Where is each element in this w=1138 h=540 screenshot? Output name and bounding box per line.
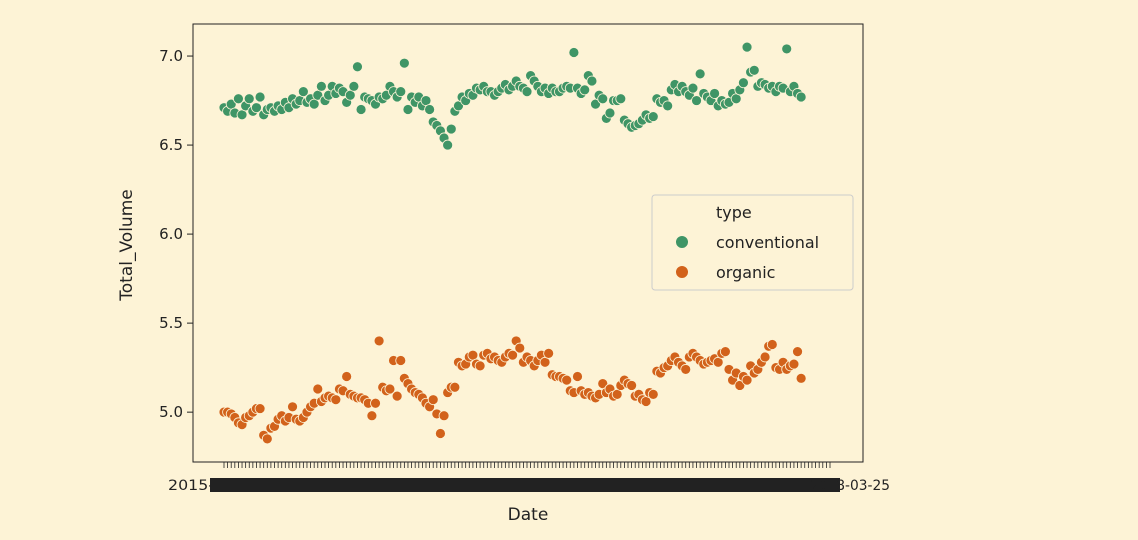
point-organic (788, 358, 800, 370)
y-tick-label: 6.0 (159, 225, 183, 243)
point-conventional (579, 84, 591, 96)
point-conventional (741, 41, 753, 53)
point-organic (373, 335, 385, 347)
y-tick-label: 6.5 (159, 136, 183, 154)
point-conventional (694, 68, 706, 80)
point-organic (572, 371, 583, 382)
point-organic (611, 388, 623, 400)
point-conventional (424, 104, 436, 115)
point-conventional (308, 98, 320, 110)
point-organic (427, 394, 439, 406)
point-conventional (781, 43, 793, 55)
y-axis-label: Total_Volume (117, 189, 137, 301)
point-conventional (236, 109, 248, 121)
point-conventional (442, 139, 454, 151)
point-organic (341, 371, 353, 382)
point-organic (719, 346, 731, 358)
legend-label-conventional: conventional (716, 233, 819, 252)
point-conventional (420, 95, 432, 106)
point-organic (384, 383, 396, 395)
point-organic (254, 403, 266, 414)
point-conventional (251, 102, 262, 114)
x-tick-label-clutter: 2015-01-04 2018-03-25 (168, 478, 890, 494)
point-conventional (687, 82, 699, 94)
legend-title: type (716, 203, 752, 222)
point-conventional (398, 57, 410, 69)
point-conventional (662, 100, 674, 112)
x-tick-label-last: 2018-03-25 (810, 478, 890, 494)
point-organic (507, 349, 518, 361)
point-conventional (738, 77, 749, 89)
y-axis-ticks: 5.0 5.5 6.0 6.5 7.0 (159, 47, 193, 421)
point-organic (543, 347, 555, 359)
y-tick-label: 5.0 (159, 403, 183, 421)
point-organic (626, 380, 638, 391)
point-conventional (615, 93, 627, 105)
point-conventional (254, 91, 266, 103)
y-tick-label: 5.5 (159, 314, 183, 332)
point-conventional (315, 80, 327, 92)
x-axis-ticks (223, 462, 831, 468)
point-organic (561, 374, 573, 386)
point-conventional (344, 89, 356, 101)
x-tick-label-overlap (210, 478, 840, 492)
point-organic (741, 374, 753, 386)
point-organic (330, 394, 342, 406)
point-organic (449, 381, 461, 393)
point-conventional (395, 86, 407, 98)
point-organic (474, 360, 486, 372)
point-conventional (568, 47, 580, 58)
point-organic (514, 342, 526, 354)
point-conventional (521, 86, 533, 98)
point-conventional (586, 75, 598, 87)
point-conventional (352, 61, 363, 73)
point-organic (539, 356, 551, 368)
point-organic (312, 383, 324, 395)
point-organic (370, 397, 381, 409)
point-organic (391, 390, 403, 402)
y-tick-label: 7.0 (159, 47, 183, 65)
legend-marker-conventional (675, 235, 689, 249)
point-conventional (795, 91, 807, 103)
point-organic (395, 355, 407, 366)
legend-marker-organic (675, 265, 689, 279)
point-conventional (597, 93, 609, 105)
point-conventional (748, 64, 760, 76)
point-organic (467, 349, 479, 361)
point-conventional (709, 88, 720, 99)
point-conventional (233, 93, 244, 105)
legend-label-organic: organic (716, 263, 775, 282)
point-conventional (604, 107, 616, 119)
point-conventional (445, 123, 457, 135)
point-organic (647, 388, 659, 400)
plot-points (218, 41, 807, 445)
point-organic (795, 372, 807, 384)
point-organic (766, 339, 778, 350)
point-organic (712, 356, 724, 368)
point-conventional (402, 104, 414, 115)
point-organic (759, 351, 771, 363)
x-axis-label: Date (508, 505, 549, 525)
point-organic (366, 410, 378, 422)
legend-box (651, 194, 854, 291)
point-organic (261, 433, 273, 445)
point-conventional (647, 111, 659, 122)
point-organic (435, 428, 446, 439)
point-conventional (348, 80, 360, 92)
point-conventional (243, 93, 255, 105)
point-conventional (730, 93, 742, 105)
point-organic (792, 346, 803, 358)
point-organic (680, 364, 692, 375)
point-conventional (355, 104, 367, 115)
plot-frame (192, 23, 864, 463)
point-organic (287, 401, 298, 413)
point-organic (438, 410, 450, 422)
point-conventional (297, 86, 309, 98)
legend: type conventional organic (651, 194, 854, 291)
point-conventional (691, 95, 702, 106)
